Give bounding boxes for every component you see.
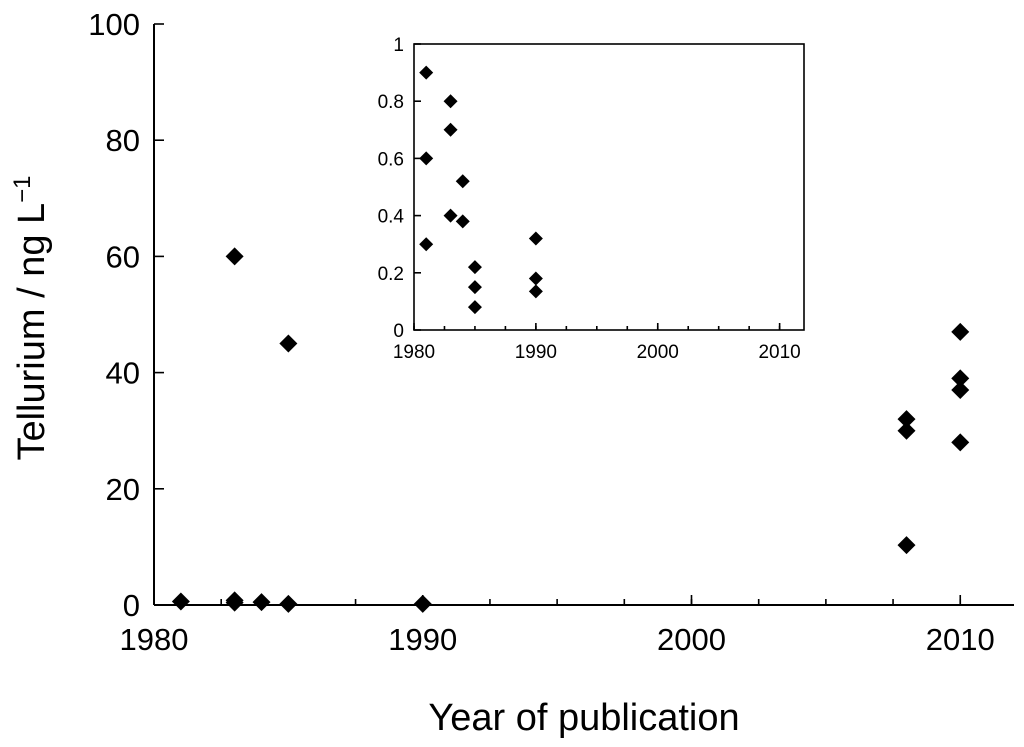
main-x-tick-label: 2010 [926,622,995,657]
main-y-tick-label: 20 [106,472,140,507]
main-y-tick-label: 60 [106,239,140,274]
y-axis-title-text: Tellurium / ng L [11,203,53,461]
inset-data-point [528,231,543,246]
x-axis-title: Year of publication [428,697,739,739]
main-x-tick-label: 2000 [657,622,726,657]
inset-y-tick-label: 0.2 [378,264,404,285]
main-data-point [279,594,298,613]
inset-data-point [419,65,434,80]
inset-y-tick-label: 0.4 [378,207,405,228]
inset-data-point [467,300,482,315]
main-data-point [225,593,244,612]
inset-data-point [455,174,470,189]
inset-data-point [528,284,543,299]
main-data-point [171,592,190,611]
main-y-tick-label: 80 [106,123,140,158]
main-data-point [951,381,970,400]
main-data-point [225,247,244,266]
main-y-tick-label: 40 [106,356,140,391]
main-data-point [897,536,916,555]
main-y-tick-label: 0 [123,588,140,623]
main-data-point [279,334,298,353]
inset-data-point [443,94,458,109]
main-data-point [951,369,970,388]
inset-x-tick-label: 2000 [637,342,679,363]
main-x-tick-label: 1990 [388,622,457,657]
main-data-point [897,421,916,440]
inset-data-point [467,280,482,295]
main-x-tick-label: 1980 [120,622,189,657]
inset-plot: 1980 1990 2000 2010 0 0.2 0.4 0.6 0.8 1 [378,35,805,363]
inset-data-point [443,208,458,223]
main-y-tick-label: 100 [88,7,140,42]
main-plot: 1980 1990 2000 2010 0 20 40 60 80 100 [88,7,1014,657]
inset-data-point [443,122,458,137]
main-data-point [897,410,916,429]
inset-data-point [419,237,434,252]
inset-x-tick-label: 1990 [515,342,557,363]
main-data-point [413,594,432,613]
main-data-point [252,593,271,612]
inset-x-tick-label: 1980 [393,342,435,363]
main-data-point [951,433,970,452]
inset-y-tick-label: 1 [393,35,404,56]
inset-y-tick-label: 0 [393,321,404,342]
y-axis-title-superscript: −1 [9,175,36,202]
main-data-point [951,322,970,341]
inset-data-point [467,260,482,275]
inset-y-tick-label: 0.6 [378,149,404,170]
inset-frame [413,43,805,331]
inset-y-tick-label: 0.8 [378,92,404,113]
inset-data-point [419,151,434,166]
y-axis-title: Tellurium / ng L−1 [9,175,53,460]
inset-data-point [455,214,470,229]
inset-x-tick-label: 2010 [758,342,800,363]
inset-data-point [528,271,543,286]
